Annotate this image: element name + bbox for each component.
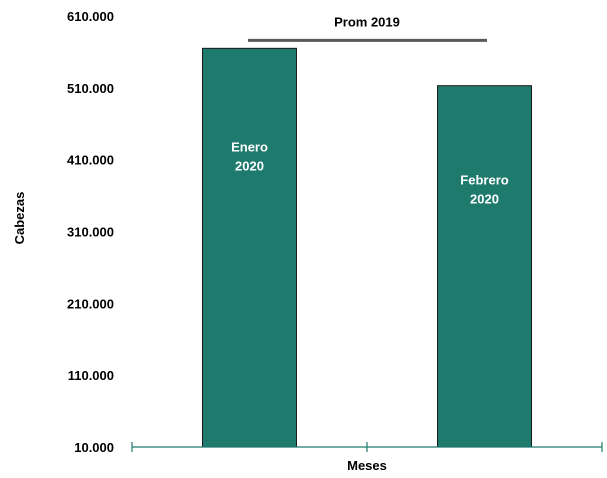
x-axis-ticks — [131, 442, 603, 452]
bar-labels: Enero 2020 Febrero 2020 — [231, 139, 509, 206]
y-axis-ticks: 10.000 110.000 210.000 310.000 410.000 510.00… — [67, 9, 114, 455]
x-axis-title: Meses — [347, 458, 387, 473]
y-tick-label: 410.000 — [67, 153, 114, 168]
bars — [202, 47, 532, 448]
bar — [437, 85, 532, 448]
y-tick-label: 210.000 — [67, 296, 114, 311]
y-tick-label: 110.000 — [68, 368, 114, 383]
y-tick-label: 610.000 — [67, 9, 114, 24]
y-tick-label: 310.000 — [67, 225, 114, 240]
y-tick-label: 510.000 — [67, 81, 114, 96]
bar — [202, 47, 297, 448]
bar-category-label: Enero 2020 — [231, 139, 268, 173]
y-axis-title: Cabezas — [12, 192, 27, 245]
reference-line-label: Prom 2019 — [334, 14, 400, 29]
y-tick-label: 10.000 — [74, 440, 114, 455]
bar-category-label: Febrero 2020 — [460, 173, 508, 207]
